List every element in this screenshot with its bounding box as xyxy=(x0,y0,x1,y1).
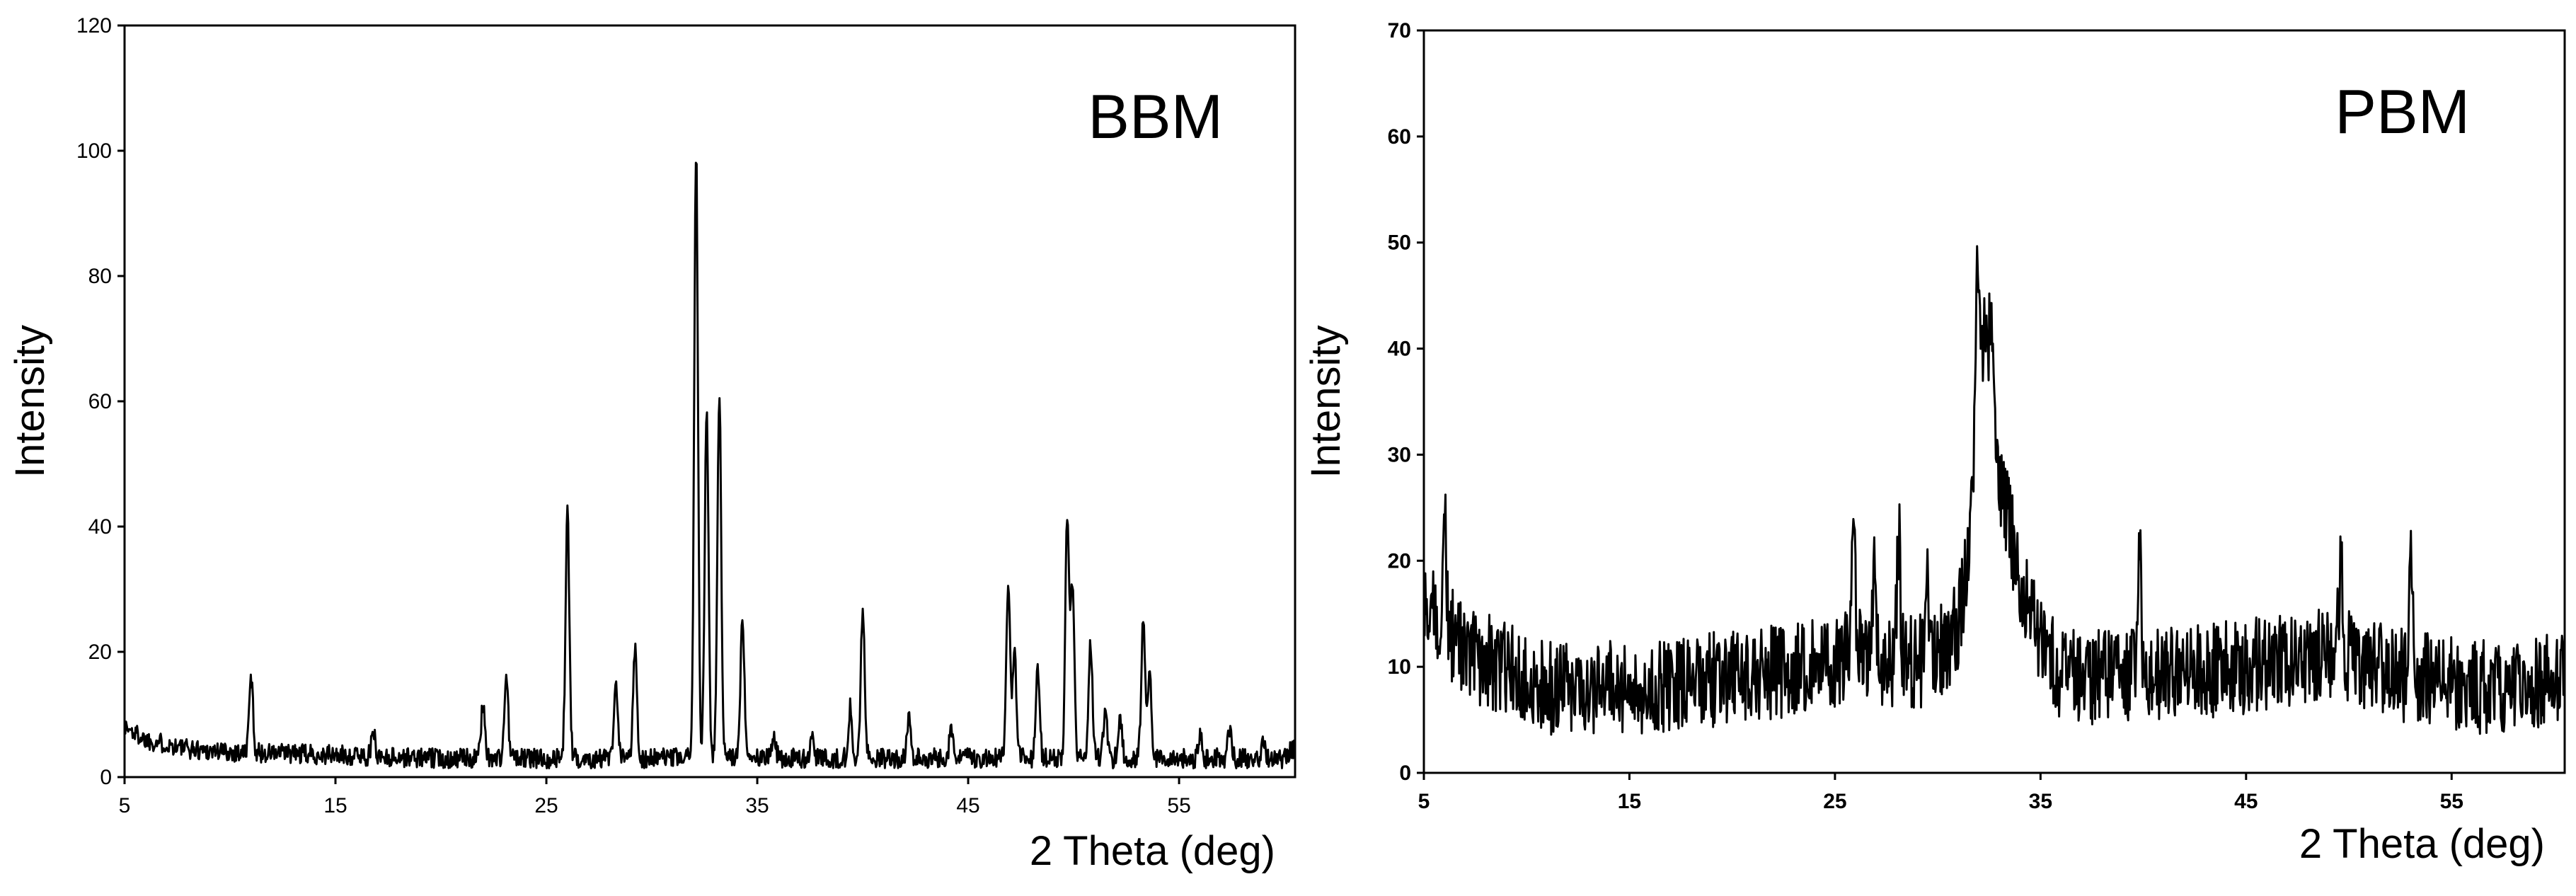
panel-title: PBM xyxy=(2335,76,2470,147)
x-tick-label: 25 xyxy=(534,794,558,817)
chart-panel-pbm: 0 10 20 30 40 50 60 70 5 15 25 35 45 55 PBM 2 Theta … xyxy=(1303,19,2566,867)
x-tick-label: 5 xyxy=(1418,790,1430,813)
y-tick-label: 40 xyxy=(88,515,112,539)
x-tick-label: 35 xyxy=(2029,790,2052,813)
x-tick-label: 35 xyxy=(745,794,769,817)
chart-panel-bbm: 0 20 40 60 80 100 120 5 15 25 35 45 55 BBM 2 Theta … xyxy=(7,14,1296,874)
y-axis-ticks: 0 20 40 60 80 100 120 xyxy=(76,14,125,789)
y-tick-label: 60 xyxy=(88,390,112,413)
y-tick-label: 20 xyxy=(1388,549,1411,573)
x-tick-label: 5 xyxy=(119,794,131,817)
y-tick-label: 60 xyxy=(1388,125,1411,149)
x-tick-label: 25 xyxy=(1823,790,1846,813)
x-tick-label: 15 xyxy=(1618,790,1641,813)
x-axis-ticks: 5 15 25 35 45 55 xyxy=(1418,773,2463,813)
x-axis-ticks: 5 15 25 35 45 55 xyxy=(119,777,1191,817)
x-tick-label: 15 xyxy=(323,794,347,817)
y-tick-label: 40 xyxy=(1388,338,1411,361)
y-axis-ticks: 0 10 20 30 40 50 60 70 xyxy=(1388,19,1424,785)
y-tick-label: 0 xyxy=(100,766,112,789)
y-tick-label: 80 xyxy=(88,265,112,288)
x-tick-label: 55 xyxy=(1167,794,1190,817)
y-tick-label: 20 xyxy=(88,641,112,664)
x-axis-label: 2 Theta (deg) xyxy=(2299,821,2545,867)
y-tick-label: 100 xyxy=(76,139,112,163)
y-tick-label: 10 xyxy=(1388,655,1411,679)
y-tick-label: 120 xyxy=(76,14,112,38)
y-tick-label: 70 xyxy=(1388,19,1411,42)
series-line xyxy=(124,161,1296,769)
plot-area-frame xyxy=(1422,29,2566,774)
y-tick-label: 50 xyxy=(1388,231,1411,255)
series-line xyxy=(1422,245,2565,736)
x-tick-label: 45 xyxy=(956,794,979,817)
x-tick-label: 55 xyxy=(2440,790,2463,813)
y-tick-label: 0 xyxy=(1399,762,1411,785)
x-axis-label: 2 Theta (deg) xyxy=(1030,828,1275,874)
y-tick-label: 30 xyxy=(1388,443,1411,466)
y-axis-label: Intensity xyxy=(1303,326,1349,478)
panel-title: BBM xyxy=(1088,81,1223,151)
x-tick-label: 45 xyxy=(2234,790,2258,813)
y-axis-label: Intensity xyxy=(7,325,53,478)
